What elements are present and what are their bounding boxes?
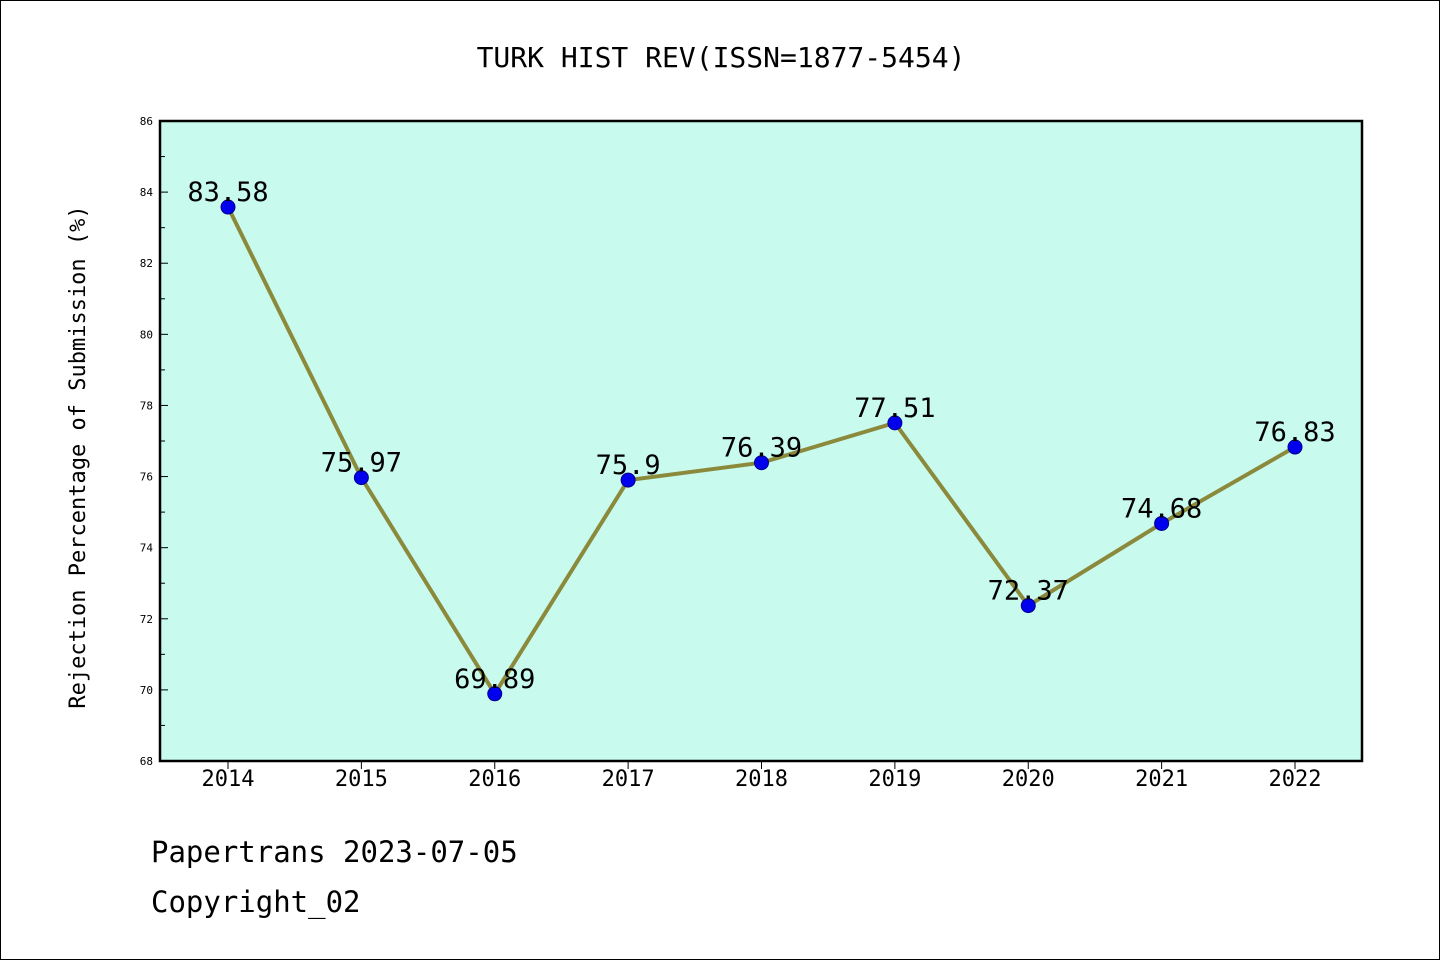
footer-source-date: Papertrans 2023-07-05	[151, 835, 518, 869]
data-label: 72.37	[988, 576, 1069, 607]
x-tick-label: 2021	[1135, 767, 1188, 792]
data-label: 76.39	[721, 433, 802, 464]
y-tick-label: 84	[140, 186, 154, 199]
data-point	[887, 415, 903, 431]
x-tick-label: 2019	[868, 767, 921, 792]
data-label: 77.51	[854, 393, 935, 424]
data-point	[1154, 515, 1170, 531]
plot-frame	[158, 119, 1364, 763]
footer-copyright: Copyright_02	[151, 885, 361, 919]
x-tick-label: 2014	[202, 767, 255, 792]
data-point	[620, 472, 636, 488]
x-tick-label: 2017	[602, 767, 655, 792]
x-tick-label: 2016	[468, 767, 521, 792]
chart-title: TURK HIST REV(ISSN=1877-5454)	[477, 41, 966, 74]
y-tick-label: 80	[140, 328, 153, 341]
y-tick-label: 68	[140, 755, 153, 768]
data-point	[1020, 598, 1036, 614]
y-tick-label: 72	[140, 613, 153, 626]
y-tick-label: 76	[140, 471, 153, 484]
data-label: 76.83	[1254, 417, 1335, 448]
y-tick-label: 82	[140, 257, 153, 270]
data-label: 75.97	[321, 448, 402, 479]
x-tick-label: 2015	[335, 767, 388, 792]
data-label: 74.68	[1121, 493, 1202, 524]
plot-area	[160, 121, 1362, 761]
data-label: 75.9	[596, 450, 661, 481]
y-tick-label: 74	[140, 542, 154, 555]
y-tick-label: 78	[140, 399, 153, 412]
y-tick-label: 86	[140, 115, 153, 128]
data-label: 83.58	[187, 177, 268, 208]
x-tick-label: 2018	[735, 767, 788, 792]
data-point	[487, 686, 503, 702]
data-point	[353, 470, 369, 486]
data-label: 69.89	[454, 664, 535, 695]
y-axis-label: Rejection Percentage of Submission (%)	[66, 205, 91, 708]
y-tick-label: 70	[140, 684, 153, 697]
x-tick-label: 2020	[1002, 767, 1055, 792]
data-point	[220, 199, 236, 215]
data-point	[1287, 439, 1303, 455]
data-point	[754, 455, 769, 471]
x-tick-label: 2022	[1269, 767, 1322, 792]
